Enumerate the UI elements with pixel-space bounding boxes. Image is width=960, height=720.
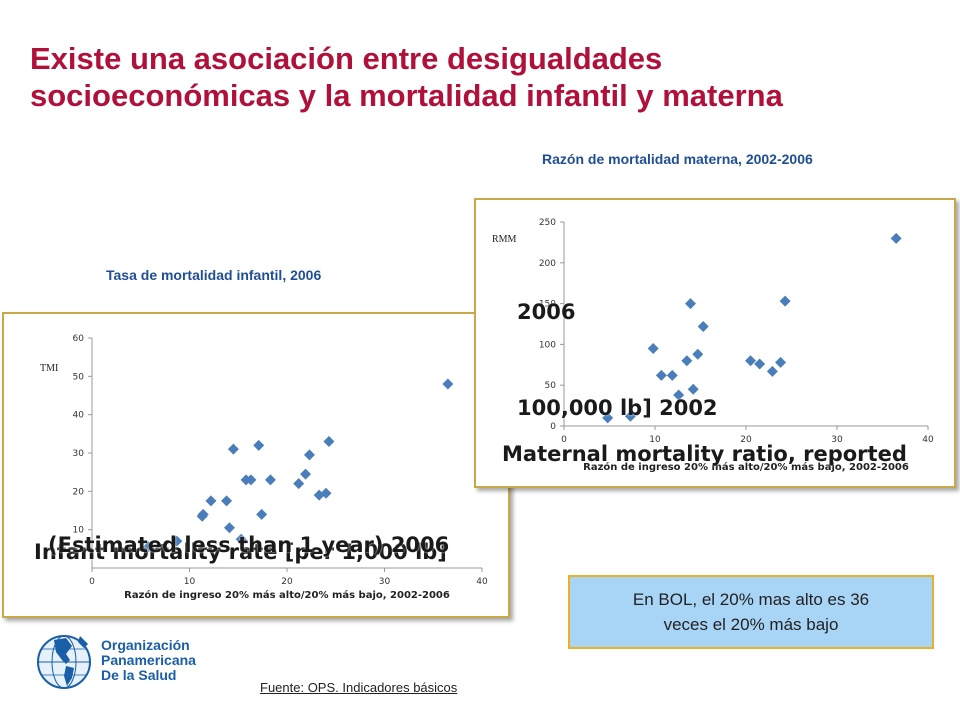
mmr-data-point: [655, 369, 667, 381]
imr-x-tick-label: 10: [184, 577, 196, 587]
org-line-2: Panamericana: [101, 652, 196, 668]
mmr-data-point: [692, 348, 704, 360]
org-line-3: De la Salud: [101, 667, 177, 683]
note-box: En BOL, el 20% mas alto es 36 veces el 2…: [568, 575, 934, 649]
mmr-x-tick-label: 30: [831, 435, 843, 445]
mmr-data-point: [890, 232, 902, 244]
mmr-data-point: [766, 365, 778, 377]
imr-y-tick-label: 20: [73, 487, 85, 497]
imr-data-point: [293, 478, 305, 490]
mmr-y-tick-label: 250: [539, 218, 556, 228]
slide-title-line-1: Existe una asociación entre desigualdade…: [30, 41, 663, 76]
imr-data-point: [235, 533, 247, 545]
mmr-x-tick-label: 0: [561, 435, 567, 445]
mmr-y-tick-label: 200: [539, 259, 556, 269]
imr-data-point: [253, 439, 265, 451]
slide-title: Existe una asociación entre desigualdade…: [30, 40, 950, 114]
mmr-y-tick-label: 100: [539, 340, 556, 350]
imr-x-axis-label: Razón de ingreso 20% más alto/20% más ba…: [124, 589, 450, 601]
imr-data-point: [256, 508, 268, 520]
org-line-1: Organización: [101, 637, 190, 653]
slide-title-line-2: socioeconómicas y la mortalidad infantil…: [30, 78, 783, 113]
imr-y-axis-label: TMI: [40, 363, 58, 374]
mmr-data-point: [779, 295, 791, 307]
imr-data-point: [300, 468, 312, 480]
imr-data-point: [221, 495, 233, 507]
mmr-chart: 0 50 100 150 200 250 0 10 20 30 40 Razón de ingreso…: [474, 198, 956, 488]
mmr-x-tick-label: 20: [740, 435, 752, 445]
overlay-imr-label: Infant mortality rate [per 1,000 lb]: [34, 540, 447, 564]
mmr-data-point: [602, 412, 614, 424]
mmr-chart-title: Razón de mortalidad materna, 2002-2006: [542, 151, 813, 167]
org-name: Organización Panamericana De la Salud: [101, 638, 196, 683]
imr-data-point: [303, 449, 315, 461]
mmr-data-point: [775, 356, 787, 368]
mmr-y-axis-label: RMM: [492, 234, 517, 245]
imr-data-point: [197, 508, 209, 520]
overlay-imr-label-2: (Estimated less than 1 year) 2006: [48, 533, 450, 557]
imr-y-tick-label: 60: [73, 334, 85, 344]
imr-x-tick-label: 20: [281, 577, 293, 587]
mmr-y-tick-label: 150: [539, 300, 556, 310]
mmr-y-tick-label: 50: [545, 381, 557, 391]
mmr-chart-plot: 0 50 100 150 200 250 0 10 20 30 40 Razón de ingreso…: [492, 218, 934, 473]
imr-y-tick-label: 10: [73, 526, 85, 536]
imr-data-point: [223, 522, 235, 534]
mmr-x-tick-label: 10: [649, 435, 661, 445]
mmr-data-point: [745, 355, 757, 367]
mmr-data-point: [681, 355, 693, 367]
imr-x-tick-label: 40: [476, 577, 488, 587]
imr-data-point: [205, 495, 217, 507]
imr-data-point: [442, 378, 454, 390]
mmr-data-point: [687, 383, 699, 395]
imr-y-tick-label: 40: [73, 411, 85, 421]
mmr-x-axis-label: Razón de ingreso 20% más alto/20% más ba…: [583, 461, 909, 473]
imr-y-tick-label: 50: [73, 372, 85, 382]
mmr-data-point: [697, 320, 709, 332]
imr-data-point: [323, 436, 335, 447]
imr-y-tick-label: 30: [73, 449, 85, 459]
imr-data-point: [245, 474, 257, 486]
imr-chart: 10 20 30 40 50 60 0 10 20 30 40 Razón de ingreso 20…: [2, 312, 510, 618]
imr-chart-plot: 10 20 30 40 50 60 0 10 20 30 40 Razón de ingreso 20…: [40, 334, 488, 601]
paho-globe-logo: [36, 630, 96, 692]
imr-x-tick-label: 0: [89, 577, 95, 587]
overlay-mmr-label: Maternal mortality ratio, reported: [502, 442, 907, 466]
source-note: Fuente: OPS. Indicadores básicos: [260, 680, 458, 695]
mmr-data-point: [754, 358, 766, 370]
mmr-x-tick-label: 40: [922, 435, 934, 445]
overlay-mmr-label-3: 2006: [517, 300, 576, 324]
mmr-data-point: [673, 389, 685, 401]
note-line-2: veces el 20% más bajo: [663, 615, 839, 634]
imr-data-point: [227, 443, 239, 455]
mmr-data-point: [666, 369, 678, 381]
mmr-data-point: [647, 342, 659, 354]
imr-data-point: [143, 541, 155, 553]
mmr-y-tick-label: 0: [550, 422, 556, 432]
overlay-mmr-label-2: 100,000 lb] 2002: [517, 396, 718, 420]
imr-data-point: [320, 487, 332, 499]
mmr-data-point: [624, 410, 636, 422]
mmr-data-point: [684, 298, 696, 310]
imr-chart-title: Tasa de mortalidad infantil, 2006: [106, 267, 322, 283]
imr-data-point: [171, 535, 183, 547]
imr-x-tick-label: 30: [379, 577, 391, 587]
note-line-1: En BOL, el 20% mas alto es 36: [632, 590, 870, 609]
imr-data-point: [264, 474, 276, 486]
